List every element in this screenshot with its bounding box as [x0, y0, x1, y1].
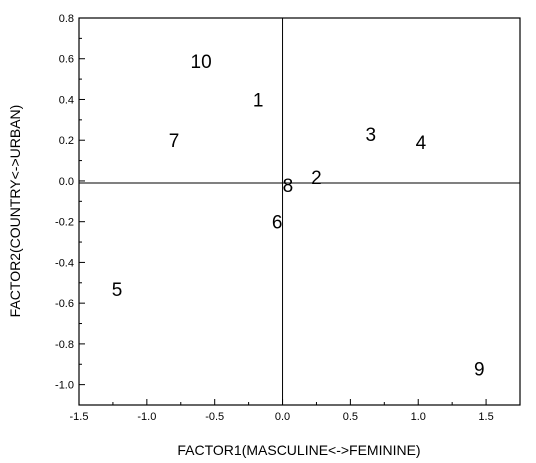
x-tick-label: 1.0	[411, 411, 426, 423]
x-tick-label: 1.5	[478, 411, 493, 423]
data-points: 1 2 3 4 5 6 7 8 9 10	[112, 52, 485, 381]
y-tick-label: -0.8	[55, 339, 74, 351]
x-axis: -1.5 -1.0 -0.5 0.0 0.5 1.0 1.5	[70, 399, 494, 423]
y-tick-label: -0.6	[55, 298, 74, 310]
data-point-2: 2	[311, 168, 322, 189]
x-tick-label: 0.5	[343, 411, 358, 423]
data-point-5: 5	[112, 280, 123, 301]
x-tick-label: -1.5	[70, 411, 89, 423]
y-tick-label: 0.8	[59, 13, 74, 25]
reference-lines	[79, 18, 520, 405]
y-tick-label: 0.2	[59, 135, 74, 147]
y-tick-label: -0.2	[55, 217, 74, 229]
x-tick-label: 0.0	[275, 411, 290, 423]
y-tick-label: 0.0	[59, 176, 74, 188]
x-tick-label: -0.5	[205, 411, 224, 423]
data-point-6: 6	[272, 213, 283, 234]
x-axis-title: FACTOR1(MASCULINE<->FEMININE)	[177, 442, 420, 458]
plot-frame	[78, 17, 521, 406]
y-axis-title: FACTOR2(COUNTRY<->URBAN)	[7, 105, 23, 318]
data-point-7: 7	[169, 131, 180, 152]
data-point-8: 8	[283, 176, 294, 197]
y-tick-label: 0.6	[59, 54, 74, 66]
y-tick-label: 0.4	[59, 94, 74, 106]
data-point-3: 3	[365, 125, 376, 146]
data-point-10: 10	[191, 52, 212, 73]
y-tick-label: -0.4	[55, 257, 74, 269]
data-point-9: 9	[474, 359, 485, 380]
y-tick-label: -1.0	[55, 380, 74, 392]
data-point-1: 1	[253, 90, 264, 111]
y-axis: 0.8 0.6 0.4 0.2 0.0 -0.2 -0.4 -0.6 -0.8 -1.0	[55, 13, 85, 392]
data-point-4: 4	[416, 133, 427, 154]
x-tick-label: -1.0	[137, 411, 156, 423]
